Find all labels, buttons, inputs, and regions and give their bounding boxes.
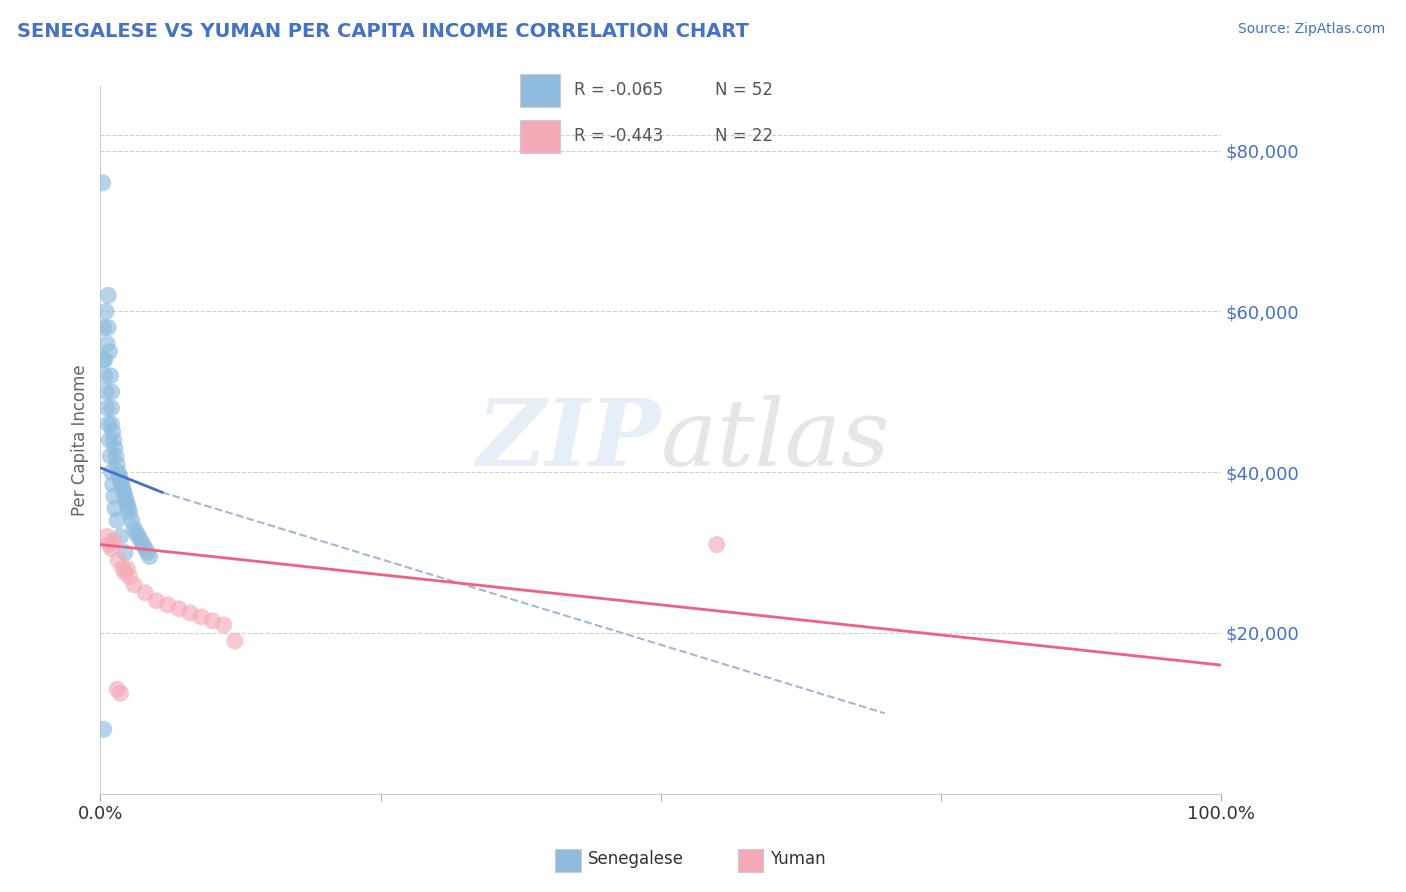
Point bbox=[201, 614, 224, 628]
Point bbox=[136, 545, 159, 559]
Point bbox=[127, 529, 149, 543]
Point bbox=[115, 493, 138, 508]
Point bbox=[100, 449, 122, 463]
Point bbox=[118, 569, 141, 583]
Point bbox=[156, 598, 179, 612]
Point bbox=[134, 585, 156, 599]
Point bbox=[105, 449, 128, 463]
Point bbox=[97, 417, 120, 431]
Point bbox=[706, 537, 728, 551]
Text: R = -0.065: R = -0.065 bbox=[574, 81, 662, 99]
Point bbox=[93, 352, 115, 367]
Point bbox=[122, 577, 145, 591]
Point bbox=[108, 469, 131, 483]
Point bbox=[132, 537, 155, 551]
Point bbox=[103, 433, 125, 447]
Point bbox=[224, 634, 246, 648]
Point bbox=[129, 533, 152, 548]
Point bbox=[122, 521, 145, 535]
FancyBboxPatch shape bbox=[520, 74, 560, 106]
Point bbox=[134, 541, 156, 556]
Point bbox=[114, 489, 136, 503]
Point bbox=[117, 561, 139, 575]
Text: N = 22: N = 22 bbox=[716, 128, 773, 145]
Point bbox=[94, 304, 117, 318]
Point bbox=[96, 401, 118, 415]
Point bbox=[112, 485, 135, 500]
Text: SENEGALESE VS YUMAN PER CAPITA INCOME CORRELATION CHART: SENEGALESE VS YUMAN PER CAPITA INCOME CO… bbox=[17, 22, 749, 41]
Point bbox=[94, 352, 117, 367]
Point bbox=[103, 533, 125, 548]
Point bbox=[98, 433, 121, 447]
Point bbox=[100, 541, 122, 556]
Point bbox=[117, 497, 139, 511]
Point bbox=[190, 610, 212, 624]
Point bbox=[118, 505, 141, 519]
Text: atlas: atlas bbox=[661, 395, 890, 485]
Point bbox=[179, 606, 201, 620]
Point bbox=[111, 481, 134, 495]
Point bbox=[96, 529, 118, 543]
Point bbox=[105, 513, 128, 527]
Point bbox=[100, 384, 122, 399]
Point bbox=[100, 401, 122, 415]
FancyBboxPatch shape bbox=[520, 120, 560, 153]
Point bbox=[212, 618, 235, 632]
Point bbox=[100, 465, 122, 479]
Point bbox=[105, 457, 128, 471]
Point bbox=[93, 723, 115, 737]
Point bbox=[93, 320, 115, 334]
Point bbox=[103, 489, 125, 503]
Point bbox=[114, 545, 136, 559]
Text: Source: ZipAtlas.com: Source: ZipAtlas.com bbox=[1237, 22, 1385, 37]
Point bbox=[110, 473, 132, 487]
Point bbox=[107, 465, 129, 479]
Text: ZIP: ZIP bbox=[477, 395, 661, 485]
Point bbox=[91, 176, 114, 190]
Point bbox=[100, 417, 122, 431]
Point bbox=[138, 549, 160, 564]
Point bbox=[145, 594, 167, 608]
Point bbox=[111, 561, 134, 575]
Point bbox=[104, 441, 127, 455]
Point bbox=[117, 501, 139, 516]
Point bbox=[96, 336, 118, 351]
Point bbox=[98, 537, 121, 551]
Point bbox=[167, 602, 190, 616]
Point bbox=[107, 553, 129, 567]
Point bbox=[101, 477, 124, 491]
Point bbox=[98, 344, 121, 359]
Point bbox=[105, 682, 128, 697]
Point bbox=[100, 368, 122, 383]
Y-axis label: Per Capita Income: Per Capita Income bbox=[72, 364, 89, 516]
Point bbox=[104, 501, 127, 516]
Point bbox=[110, 529, 132, 543]
Text: R = -0.443: R = -0.443 bbox=[574, 128, 662, 145]
Point bbox=[97, 288, 120, 302]
Point bbox=[114, 566, 136, 580]
Point bbox=[125, 525, 148, 540]
Point bbox=[94, 368, 117, 383]
Text: N = 52: N = 52 bbox=[716, 81, 773, 99]
Point bbox=[121, 513, 143, 527]
Point bbox=[94, 384, 117, 399]
Text: Senegalese: Senegalese bbox=[588, 850, 683, 868]
Point bbox=[111, 477, 134, 491]
Point bbox=[97, 320, 120, 334]
Text: Yuman: Yuman bbox=[770, 850, 827, 868]
Point bbox=[110, 686, 132, 700]
Point bbox=[101, 425, 124, 439]
